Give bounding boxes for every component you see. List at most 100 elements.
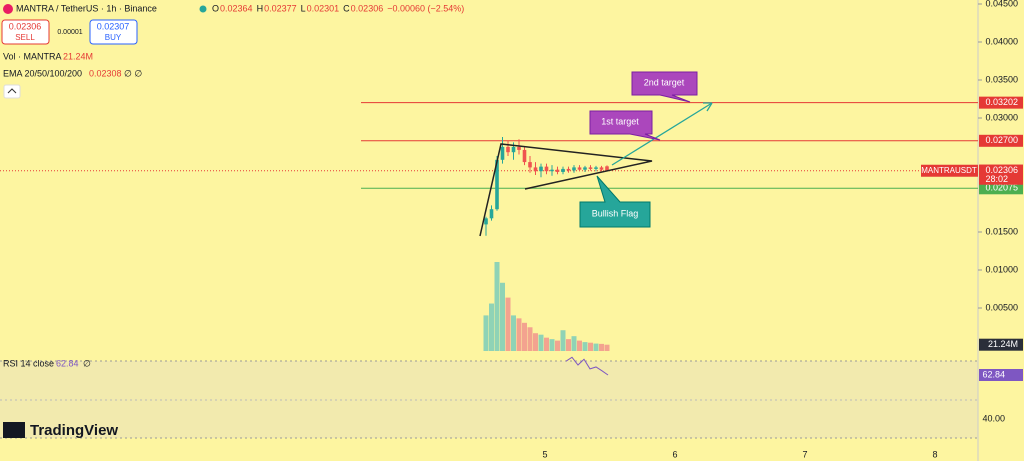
collapse-button[interactable] — [3, 84, 21, 99]
time-label: 7 — [802, 449, 807, 459]
volume-bar — [588, 342, 593, 351]
volume-bar — [527, 327, 533, 351]
volume-bar — [516, 318, 522, 351]
rsi-extra: ∅ — [83, 358, 91, 368]
volume-bar — [483, 315, 489, 351]
ohlc-key: H — [257, 3, 264, 13]
volume-bar — [511, 315, 516, 351]
volume-bar — [522, 322, 527, 351]
volume-bar — [533, 333, 538, 351]
volume-bar — [593, 343, 599, 351]
level-tag — [979, 134, 1023, 147]
brand: TradingView — [30, 422, 118, 439]
time-label: 5 — [542, 449, 547, 459]
candle-body — [484, 218, 488, 225]
price-tick-label: 0.04000 — [985, 36, 1018, 46]
target2-text: 2nd target — [644, 77, 685, 87]
symbol-tag — [921, 164, 978, 177]
candle-body — [500, 146, 505, 160]
flag-callout — [579, 175, 651, 228]
candle-body — [506, 146, 510, 153]
volume-bar — [604, 344, 610, 351]
time-label: 8 — [932, 449, 937, 459]
level-tag — [979, 182, 1023, 195]
volume-bar — [599, 343, 604, 351]
candle-body — [544, 166, 549, 172]
time-label: 6 — [672, 449, 677, 459]
vol-label: Vol · MANTRA — [3, 51, 62, 61]
last-tag-label: 0.02306 — [985, 165, 1018, 175]
volume-bar — [505, 297, 511, 351]
buy-price[interactable]: 0.02307 — [97, 21, 130, 31]
symbol-tag-label: MANTRAUSDT — [921, 166, 977, 175]
arrow-head — [703, 102, 713, 112]
price-tick-label: 0.04500 — [985, 0, 1018, 8]
target1-callout — [589, 110, 661, 141]
sell-price[interactable]: 0.02306 — [9, 21, 42, 31]
sell-label[interactable]: SELL — [15, 33, 35, 42]
candle-body — [561, 168, 565, 172]
flag-drawing — [479, 143, 653, 237]
price-tick-label: 0.03000 — [985, 112, 1018, 122]
candle-body — [577, 167, 582, 170]
rsi-tag — [979, 369, 1023, 381]
symbol-icon — [3, 4, 13, 14]
candle-body — [555, 169, 560, 172]
collapse-icon[interactable] — [7, 88, 17, 94]
level-label: 0.03202 — [985, 97, 1018, 107]
candle-body — [583, 167, 587, 170]
volume-bar — [555, 340, 560, 351]
buy-label[interactable]: BUY — [105, 33, 122, 42]
candle-body — [605, 166, 609, 171]
candle-body — [588, 167, 593, 169]
status-dot — [199, 5, 207, 13]
candle-body — [594, 167, 598, 169]
volume-bar — [500, 282, 505, 351]
buy-button[interactable] — [89, 19, 138, 45]
rsi-tick-label: 40.00 — [982, 413, 1005, 423]
candle-body — [522, 149, 527, 163]
ema-value: 0.02308 — [89, 68, 122, 78]
ema-extra: ∅ ∅ — [124, 68, 142, 78]
ohlc-key: C — [343, 3, 350, 13]
volume-bar — [577, 340, 582, 351]
ohlc-value: 0.02377 — [264, 3, 297, 13]
volume-bar — [489, 303, 494, 351]
candle-body — [489, 209, 494, 219]
candle-body — [572, 167, 576, 171]
volume-bar — [549, 339, 555, 351]
spread: 0.00001 — [57, 29, 82, 36]
candle-body — [550, 169, 554, 172]
price-tick-label: 0.03500 — [985, 74, 1018, 84]
volume-bar — [560, 330, 566, 351]
rsi-label: RSI 14 close — [3, 358, 54, 368]
change: −0.00060 (−2.54%) — [387, 3, 464, 13]
ema-label: EMA 20/50/100/200 — [3, 68, 82, 78]
price-tick-label: 0.00500 — [985, 302, 1018, 312]
rsi-value: 62.84 — [56, 358, 79, 368]
volume-bar — [544, 337, 549, 351]
flag-text: Bullish Flag — [592, 208, 639, 218]
candle-body — [528, 162, 532, 168]
volume-tag — [979, 338, 1023, 351]
target1-text: 1st target — [601, 116, 639, 126]
symbol: MANTRA / TetherUS · 1h · Binance — [16, 3, 157, 13]
target-arrow — [611, 102, 713, 166]
ohlc-value: 0.02306 — [351, 3, 384, 13]
sell-button[interactable] — [1, 19, 50, 45]
volume-bar — [571, 336, 577, 351]
ohlc-value: 0.02301 — [307, 3, 340, 13]
volume-bar — [582, 342, 588, 351]
volume-bar — [566, 339, 571, 351]
candle-body — [539, 166, 543, 172]
vol-value: 21.24M — [63, 51, 93, 61]
rsi-line — [565, 356, 609, 376]
level-label: 0.02075 — [985, 183, 1018, 193]
ohlc-value: 0.02364 — [220, 3, 253, 13]
price-tick-label: 0.01000 — [985, 264, 1018, 274]
flag-lines — [479, 143, 653, 237]
ohlc-key: O — [212, 3, 219, 13]
countdown: 28:02 — [985, 174, 1008, 184]
